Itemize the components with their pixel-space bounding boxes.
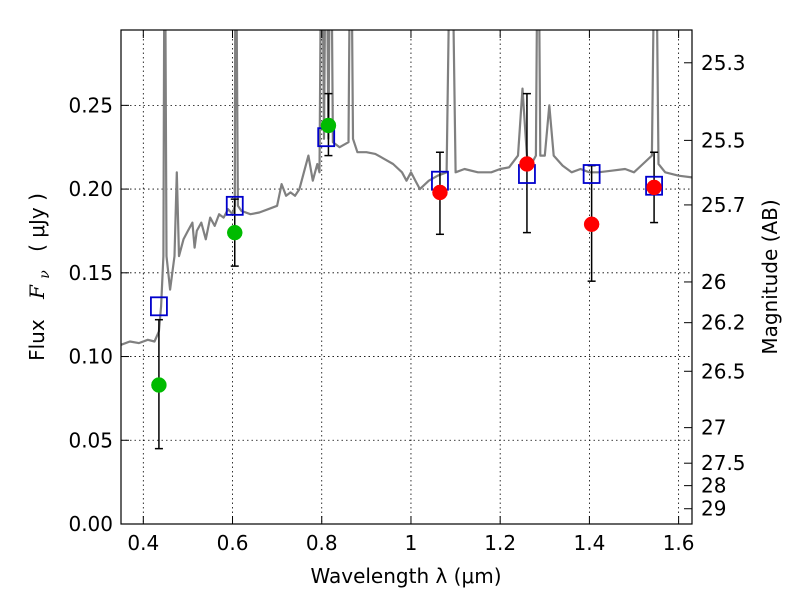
mag-tick-label: 26.5 bbox=[701, 359, 746, 383]
plot-frame bbox=[120, 29, 693, 525]
marker-layer bbox=[150, 92, 663, 450]
y-tick-label: 0.25 bbox=[68, 93, 113, 117]
nir-point bbox=[583, 216, 600, 233]
y2-axis-title: Magnitude (AB) bbox=[758, 199, 782, 354]
x-tick-label: 0.6 bbox=[217, 531, 249, 555]
ticks: 0.4 0.6 0.8 1 1.2 1.4 1.6 0.00 0.05 0.10 0.15 0.20 0… bbox=[68, 30, 746, 555]
optical-point bbox=[151, 377, 167, 393]
spectrum-line bbox=[121, 30, 692, 346]
mag-tick-label: 25.3 bbox=[701, 51, 746, 75]
model-square bbox=[225, 195, 244, 216]
nir-point bbox=[432, 184, 448, 201]
y-axis-title-flux: Flux bbox=[25, 319, 49, 361]
grid bbox=[121, 30, 692, 525]
x-axis-title: Wavelength λ (μm) bbox=[310, 564, 501, 588]
optical-point bbox=[227, 224, 243, 241]
model-square bbox=[150, 296, 168, 317]
nir-point bbox=[646, 179, 662, 196]
mag-tick-label: 26 bbox=[701, 270, 726, 294]
y-axis-title-unit: ( μJy ) bbox=[25, 193, 49, 252]
y-tick-label: 0.10 bbox=[68, 345, 113, 369]
y-tick-label: 0.00 bbox=[68, 512, 113, 536]
spectrum-layer bbox=[121, 30, 692, 346]
x-tick-label: 1 bbox=[405, 531, 418, 555]
x-tick-label: 1.4 bbox=[573, 531, 605, 555]
y-tick-label: 0.05 bbox=[68, 428, 113, 452]
x-tick-label: 1.6 bbox=[663, 531, 695, 555]
nir-point bbox=[519, 156, 535, 172]
y-axis-title-fnu-sub: ν bbox=[37, 270, 53, 279]
mag-tick-label: 28 bbox=[701, 474, 726, 498]
model-square bbox=[582, 164, 601, 184]
y-axis-title: Flux F ν ( μJy ) bbox=[25, 193, 54, 361]
mag-tick-label: 27 bbox=[701, 416, 726, 440]
mag-tick-label: 25.7 bbox=[701, 193, 746, 217]
mag-tick-label: 27.5 bbox=[701, 451, 746, 475]
mag-tick-label: 25.5 bbox=[701, 128, 746, 152]
mag-tick-label: 29 bbox=[701, 497, 726, 521]
y-tick-label: 0.20 bbox=[68, 177, 113, 201]
x-tick-label: 0.4 bbox=[127, 531, 159, 555]
x-tick-label: 1.2 bbox=[484, 531, 516, 555]
y-tick-label: 0.15 bbox=[68, 261, 113, 285]
optical-point bbox=[320, 117, 337, 134]
mag-tick-label: 26.2 bbox=[701, 311, 746, 335]
x-tick-label: 0.8 bbox=[306, 531, 338, 555]
y-axis-title-fnu: F bbox=[25, 284, 49, 300]
